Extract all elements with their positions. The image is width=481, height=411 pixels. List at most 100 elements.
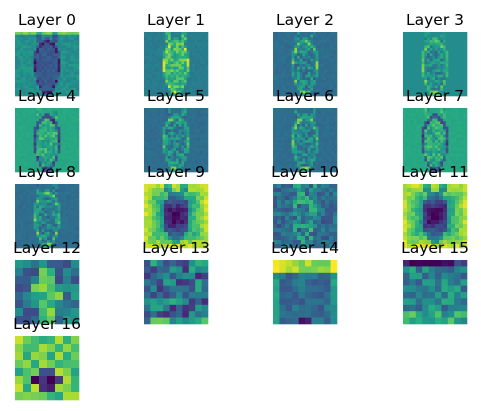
heatmap-cell xyxy=(443,48,446,51)
heatmap-cell xyxy=(20,189,23,192)
heatmap-cell xyxy=(144,69,147,72)
heatmap-cell xyxy=(157,132,160,135)
heatmap-cell xyxy=(68,208,71,211)
heatmap-cell xyxy=(173,116,176,119)
heatmap-cell xyxy=(300,159,303,162)
heatmap-cell xyxy=(168,35,171,38)
heatmap-cell xyxy=(66,197,69,200)
heatmap-cell xyxy=(195,75,198,78)
heatmap-cell xyxy=(440,43,443,46)
heatmap-cell xyxy=(74,59,77,62)
heatmap-cell xyxy=(332,153,335,156)
heatmap-cell xyxy=(52,67,55,70)
heatmap-cell xyxy=(58,43,61,46)
heatmap-cell xyxy=(443,148,446,151)
heatmap-cell xyxy=(276,40,279,43)
heatmap-cell xyxy=(36,83,39,86)
heatmap-cell xyxy=(179,64,182,67)
heatmap-cell xyxy=(289,119,292,122)
heatmap-cell xyxy=(47,83,50,86)
heatmap-cell xyxy=(58,184,61,187)
heatmap-cell xyxy=(289,148,292,151)
heatmap-cell xyxy=(184,159,187,162)
heatmap-cell xyxy=(302,140,305,143)
heatmap-cell xyxy=(157,32,160,35)
heatmap-cell xyxy=(63,56,66,59)
heatmap-cell xyxy=(36,221,39,224)
heatmap-cell xyxy=(313,143,316,146)
heatmap-cell xyxy=(273,45,276,48)
heatmap-cell xyxy=(20,148,23,151)
heatmap-cell xyxy=(310,80,313,83)
heatmap-cell xyxy=(422,40,425,43)
heatmap-cell xyxy=(63,140,66,143)
heatmap-cell xyxy=(286,59,289,62)
heatmap-cell xyxy=(440,140,443,143)
heatmap-cell xyxy=(329,143,332,146)
heatmap-cell xyxy=(74,211,77,214)
heatmap-cell xyxy=(157,148,160,151)
heatmap-cell xyxy=(58,121,61,124)
heatmap-cell xyxy=(308,127,311,130)
heatmap-cell xyxy=(160,83,163,86)
heatmap-cell xyxy=(203,116,206,119)
heatmap-cell xyxy=(171,75,174,78)
heatmap-cell xyxy=(422,121,425,124)
heatmap-cell xyxy=(18,83,21,86)
heatmap-cell xyxy=(66,208,69,211)
heatmap-cell xyxy=(411,48,414,51)
heatmap-cell xyxy=(329,40,332,43)
heatmap-cell xyxy=(28,45,31,48)
heatmap-cell xyxy=(422,48,425,51)
heatmap-cell xyxy=(408,43,411,46)
heatmap-cell xyxy=(58,213,61,216)
heatmap-cell xyxy=(147,148,150,151)
heatmap-cell xyxy=(430,37,433,40)
heatmap-cell xyxy=(179,108,182,111)
heatmap-cell xyxy=(55,216,58,219)
heatmap-cell xyxy=(427,151,430,154)
heatmap-cell xyxy=(440,111,443,114)
heatmap-cell xyxy=(176,143,179,146)
heatmap-cell xyxy=(58,145,61,148)
heatmap-cell xyxy=(55,119,58,122)
heatmap-cell xyxy=(195,135,198,138)
heatmap-cell xyxy=(157,113,160,116)
heatmap-cell xyxy=(44,124,47,127)
heatmap-cell xyxy=(289,45,292,48)
heatmap-cell xyxy=(63,108,66,111)
heatmap-cell xyxy=(294,137,297,140)
heatmap-cell xyxy=(435,67,438,70)
heatmap-cell xyxy=(416,59,419,62)
heatmap-cell xyxy=(26,77,29,80)
heatmap-cell xyxy=(448,35,451,38)
heatmap-cell xyxy=(152,132,155,135)
heatmap-cell xyxy=(414,67,417,70)
heatmap-cell xyxy=(302,121,305,124)
heatmap-cell xyxy=(68,77,71,80)
heatmap-cell xyxy=(302,32,305,35)
heatmap-cell xyxy=(446,111,449,114)
heatmap-cell xyxy=(165,56,168,59)
heatmap-cell xyxy=(451,156,454,159)
heatmap-cell xyxy=(23,116,26,119)
heatmap-cell xyxy=(50,53,53,56)
heatmap-cell xyxy=(181,156,184,159)
heatmap-cell xyxy=(316,156,319,159)
heatmap-cell xyxy=(39,64,42,67)
heatmap-cell xyxy=(52,69,55,72)
heatmap-cell xyxy=(68,151,71,154)
heatmap-cell xyxy=(189,113,192,116)
heatmap-cell xyxy=(18,53,21,56)
heatmap-cell xyxy=(71,45,74,48)
heatmap-cell xyxy=(192,67,195,70)
heatmap-cell xyxy=(197,59,200,62)
heatmap-cell xyxy=(31,59,34,62)
heatmap-cell xyxy=(39,143,42,146)
heatmap-cell xyxy=(200,108,203,111)
heatmap-cell xyxy=(318,129,321,132)
heatmap-cell xyxy=(432,116,435,119)
heatmap-cell xyxy=(71,64,74,67)
heatmap-cell xyxy=(23,113,26,116)
